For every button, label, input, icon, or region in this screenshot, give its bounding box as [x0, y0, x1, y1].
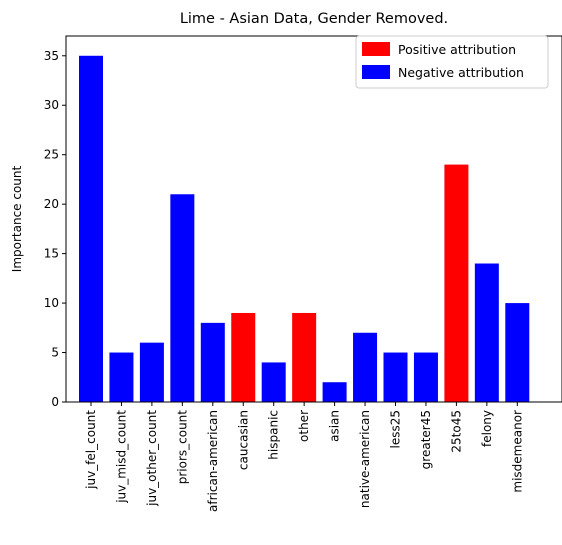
bar-caucasian [231, 312, 256, 402]
y-tick-label: 30 [44, 98, 59, 112]
y-tick-label: 20 [44, 197, 59, 211]
y-tick-label: 0 [51, 395, 59, 409]
bar-priors_count [170, 194, 195, 402]
legend-label-negative: Negative attribution [398, 65, 524, 80]
legend-label-positive: Positive attribution [398, 42, 516, 57]
x-axis: juv_fel_count juv_misd_count juv_other_cou… [84, 402, 524, 512]
legend: Positive attribution Negative attributio… [355, 35, 549, 89]
bar-less25 [383, 352, 408, 402]
bar-other [292, 312, 317, 402]
bar-juv_other_count [139, 342, 164, 402]
x-tick-label-priors_count: priors_count [175, 410, 189, 485]
legend-box [355, 35, 549, 89]
bars-group [79, 55, 530, 402]
bar-juv_fel_count [79, 55, 103, 402]
x-tick-label-greater45: greater45 [419, 410, 433, 469]
bar-african-american [200, 322, 225, 402]
bar-juv_misd_count [109, 352, 134, 402]
bar-felony [474, 263, 499, 402]
bar-hispanic [261, 362, 286, 402]
y-tick-label: 5 [51, 346, 59, 360]
legend-swatch-negative [362, 65, 390, 79]
x-tick-label-juv_fel_count: juv_fel_count [84, 410, 98, 490]
x-tick-label-juv_other_count: juv_other_count [145, 410, 159, 507]
y-tick-label: 10 [44, 296, 59, 310]
x-tick-label-misdemeanor: misdemeanor [510, 410, 524, 493]
bar-native-american [353, 332, 378, 402]
x-tick-label-hispanic: hispanic [267, 410, 281, 460]
x-tick-label-felony: felony [480, 410, 494, 447]
y-tick-label: 15 [44, 247, 59, 261]
x-tick-label-asian: asian [328, 410, 342, 442]
y-axis-label: Importance count [10, 165, 24, 272]
bar-asian [322, 382, 347, 402]
bar-25to45 [444, 164, 469, 402]
x-tick-label-caucasian: caucasian [236, 410, 250, 470]
x-tick-label-less25: less25 [389, 410, 403, 449]
legend-swatch-positive [362, 42, 390, 56]
plot-frame [65, 35, 562, 403]
x-tick-label-juv_misd_count: juv_misd_count [114, 410, 128, 504]
x-tick-label-25to45: 25to45 [449, 410, 463, 453]
bar-misdemeanor [505, 303, 530, 402]
y-axis: 0 5 10 15 20 25 30 35 [44, 49, 66, 409]
y-tick-label: 35 [44, 49, 59, 63]
y-tick-label: 25 [44, 148, 59, 162]
bar-greater45 [413, 352, 438, 402]
chart-title: Lime - Asian Data, Gender Removed. [180, 11, 448, 27]
x-tick-label-african-american: african-american [206, 410, 220, 512]
x-tick-label-other: other [297, 410, 311, 442]
x-tick-label-native-american: native-american [358, 410, 372, 508]
